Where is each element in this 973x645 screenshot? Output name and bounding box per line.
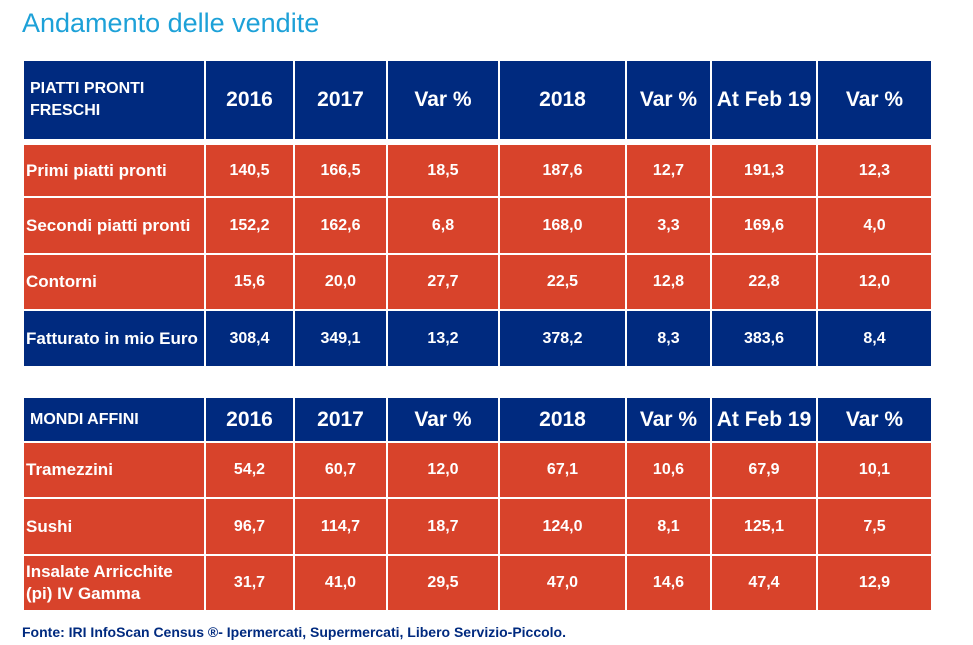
table-cell: 12,0: [818, 255, 931, 309]
table-cell: 8,1: [627, 499, 710, 554]
column-header: Var %: [818, 398, 931, 441]
table-cell: 47,4: [712, 556, 816, 610]
page-title: Andamento delle vendite: [22, 8, 320, 38]
column-header: 2017: [295, 61, 386, 139]
mondi-affini-table: MONDI AFFINI 2016 2017 Var % 2018 Var % …: [22, 396, 933, 612]
table-cell: 22,5: [500, 255, 625, 309]
table-row-total: Fatturato in mio Euro 308,4 349,1 13,2 3…: [24, 311, 931, 366]
table-cell: 12,3: [818, 145, 931, 196]
table-cell: 124,0: [500, 499, 625, 554]
table-title: MONDI AFFINI: [24, 398, 204, 441]
table-cell: 60,7: [295, 443, 386, 497]
table-cell: 191,3: [712, 145, 816, 196]
row-label: Fatturato in mio Euro: [24, 311, 204, 366]
column-header: At Feb 19: [712, 61, 816, 139]
table-cell: 12,7: [627, 145, 710, 196]
table-row: Secondi piatti pronti 152,2 162,6 6,8 16…: [24, 198, 931, 253]
table-cell: 8,4: [818, 311, 931, 366]
table-header: PIATTI PRONTI FRESCHI 2016 2017 Var % 20…: [24, 61, 931, 139]
table-row: Primi piatti pronti 140,5 166,5 18,5 187…: [24, 145, 931, 196]
table-row: Contorni 15,6 20,0 27,7 22,5 12,8 22,8 1…: [24, 255, 931, 309]
table-cell: 20,0: [295, 255, 386, 309]
row-label: Sushi: [24, 499, 204, 554]
column-header: Var %: [388, 61, 498, 139]
column-header: Var %: [818, 61, 931, 139]
table-row: Sushi 96,7 114,7 18,7 124,0 8,1 125,1 7,…: [24, 499, 931, 554]
table-row: Tramezzini 54,2 60,7 12,0 67,1 10,6 67,9…: [24, 443, 931, 497]
table-cell: 41,0: [295, 556, 386, 610]
column-header: 2017: [295, 398, 386, 441]
table-cell: 378,2: [500, 311, 625, 366]
table-cell: 29,5: [388, 556, 498, 610]
column-header: Var %: [627, 398, 710, 441]
table-title: PIATTI PRONTI FRESCHI: [24, 61, 204, 139]
piatti-pronti-table: PIATTI PRONTI FRESCHI 2016 2017 Var % 20…: [22, 59, 933, 368]
table-cell: 15,6: [206, 255, 293, 309]
column-header: At Feb 19: [712, 398, 816, 441]
table-cell: 14,6: [627, 556, 710, 610]
table-cell: 18,7: [388, 499, 498, 554]
table-cell: 114,7: [295, 499, 386, 554]
table-cell: 7,5: [818, 499, 931, 554]
table-cell: 12,0: [388, 443, 498, 497]
table-cell: 162,6: [295, 198, 386, 253]
table-cell: 140,5: [206, 145, 293, 196]
table-cell: 22,8: [712, 255, 816, 309]
table-cell: 166,5: [295, 145, 386, 196]
table-cell: 169,6: [712, 198, 816, 253]
table-cell: 67,9: [712, 443, 816, 497]
table-cell: 18,5: [388, 145, 498, 196]
column-header: 2018: [500, 398, 625, 441]
table-cell: 168,0: [500, 198, 625, 253]
table-cell: 152,2: [206, 198, 293, 253]
table-cell: 12,9: [818, 556, 931, 610]
table-cell: 12,8: [627, 255, 710, 309]
column-header: Var %: [388, 398, 498, 441]
table-cell: 8,3: [627, 311, 710, 366]
table-cell: 27,7: [388, 255, 498, 309]
row-label: Contorni: [24, 255, 204, 309]
table-cell: 10,6: [627, 443, 710, 497]
column-header: 2016: [206, 398, 293, 441]
table-cell: 31,7: [206, 556, 293, 610]
table-cell: 4,0: [818, 198, 931, 253]
table-cell: 349,1: [295, 311, 386, 366]
row-label: Insalate Arricchite (pi) IV Gamma: [24, 556, 204, 610]
table-cell: 47,0: [500, 556, 625, 610]
table-cell: 308,4: [206, 311, 293, 366]
table-cell: 96,7: [206, 499, 293, 554]
table-cell: 13,2: [388, 311, 498, 366]
table-cell: 6,8: [388, 198, 498, 253]
column-header: 2018: [500, 61, 625, 139]
table-cell: 125,1: [712, 499, 816, 554]
table-cell: 67,1: [500, 443, 625, 497]
table-header: MONDI AFFINI 2016 2017 Var % 2018 Var % …: [24, 398, 931, 441]
row-label: Secondi piatti pronti: [24, 198, 204, 253]
table-cell: 54,2: [206, 443, 293, 497]
table-cell: 10,1: [818, 443, 931, 497]
row-label: Tramezzini: [24, 443, 204, 497]
column-header: Var %: [627, 61, 710, 139]
row-label: Primi piatti pronti: [24, 145, 204, 196]
source-note: Fonte: IRI InfoScan Census ®- Ipermercat…: [22, 624, 566, 640]
column-header: 2016: [206, 61, 293, 139]
table-cell: 383,6: [712, 311, 816, 366]
table-cell: 187,6: [500, 145, 625, 196]
table-cell: 3,3: [627, 198, 710, 253]
table-row: Insalate Arricchite (pi) IV Gamma 31,7 4…: [24, 556, 931, 610]
